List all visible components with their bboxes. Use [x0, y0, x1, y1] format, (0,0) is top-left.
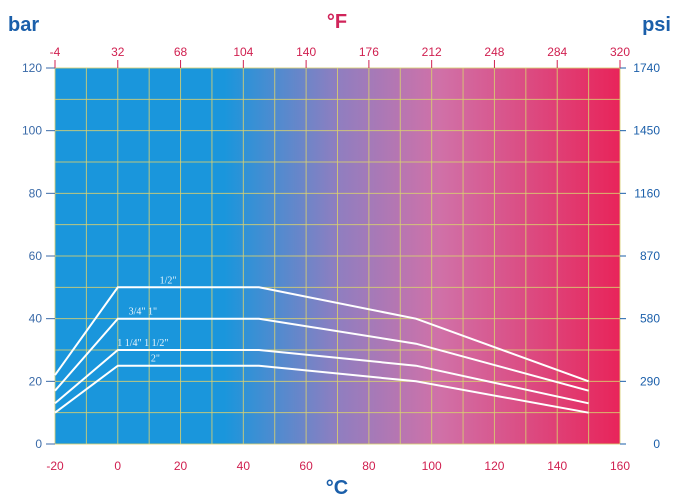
- right-tick-label: 1160: [634, 186, 660, 200]
- bottom-tick-label: -20: [46, 459, 64, 473]
- top-tick-label: 104: [233, 45, 253, 59]
- series-lines: [54, 286, 589, 414]
- series-label: 1/2": [160, 275, 177, 286]
- right-unit-label: psi: [642, 14, 671, 36]
- top-axis-ticks: -4 32 68 104 140 176 212 248 284 320: [50, 45, 630, 68]
- grid: [54, 67, 621, 445]
- top-tick-label: 68: [174, 45, 188, 59]
- right-tick-label: 290: [640, 374, 660, 388]
- right-tick-label: 580: [640, 312, 660, 326]
- left-tick-label: 60: [29, 249, 43, 263]
- right-tick-label: 0: [653, 437, 660, 451]
- left-tick-label: 100: [22, 124, 42, 138]
- bottom-tick-label: 40: [237, 459, 251, 473]
- bottom-tick-label: 80: [362, 459, 376, 473]
- top-tick-label: 32: [111, 45, 125, 59]
- series-line: [54, 286, 589, 383]
- left-tick-label: 80: [29, 186, 43, 200]
- top-tick-label: -4: [50, 45, 61, 59]
- top-unit-label: °F: [327, 11, 347, 33]
- right-tick-label: 1450: [633, 124, 660, 138]
- series-label: 3/4" 1": [129, 307, 157, 318]
- left-axis-ticks: 0 20 40 60 80 100 120: [22, 61, 55, 451]
- bottom-tick-label: 140: [547, 459, 567, 473]
- left-tick-label: 0: [35, 437, 42, 451]
- series-label: 2": [151, 354, 160, 365]
- bottom-unit-label: °C: [326, 477, 348, 498]
- bottom-tick-label: 0: [114, 459, 121, 473]
- series-label: 1 1/4" 1 1/2": [117, 338, 168, 349]
- top-tick-label: 212: [422, 45, 442, 59]
- top-tick-label: 284: [547, 45, 567, 59]
- bottom-axis-ticks: -20 0 20 40 60 80 100 120 140 160: [46, 459, 630, 473]
- series-labels: 1/2" 3/4" 1" 1 1/4" 1 1/2" 2": [117, 275, 176, 364]
- right-axis-ticks: 0 290 580 870 1160 1450 1740: [620, 61, 660, 451]
- top-tick-label: 140: [296, 45, 316, 59]
- bottom-tick-label: 100: [422, 459, 442, 473]
- left-unit-label: bar: [8, 14, 39, 36]
- series-line: [54, 349, 589, 405]
- right-tick-label: 870: [640, 249, 660, 263]
- left-tick-label: 20: [29, 374, 43, 388]
- right-tick-label: 1740: [633, 61, 660, 75]
- bottom-tick-label: 160: [610, 459, 630, 473]
- series-line: [54, 364, 589, 414]
- top-tick-label: 320: [610, 45, 630, 59]
- bottom-tick-label: 60: [299, 459, 313, 473]
- left-tick-label: 40: [29, 312, 43, 326]
- series-line: [54, 317, 589, 392]
- bottom-tick-label: 20: [174, 459, 188, 473]
- left-tick-label: 120: [22, 61, 42, 75]
- top-tick-label: 176: [359, 45, 379, 59]
- bottom-tick-label: 120: [484, 459, 504, 473]
- top-tick-label: 248: [484, 45, 504, 59]
